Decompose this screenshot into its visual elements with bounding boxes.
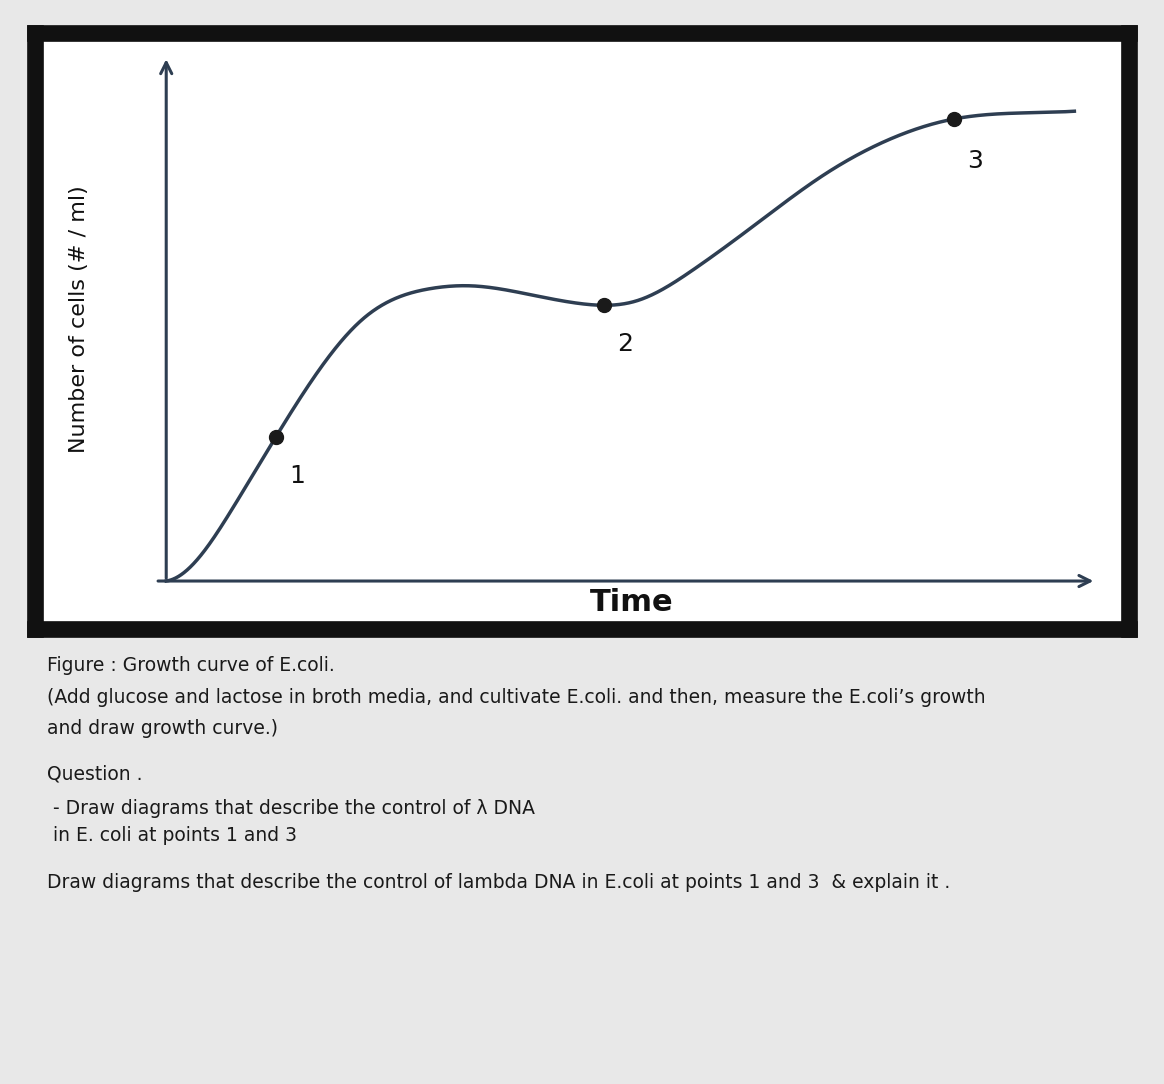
Text: Question .: Question .: [47, 764, 142, 784]
Text: Time: Time: [589, 588, 673, 617]
Text: in E. coli at points 1 and 3: in E. coli at points 1 and 3: [47, 826, 297, 846]
Text: Number of cells (# / ml): Number of cells (# / ml): [69, 184, 88, 453]
Text: Draw diagrams that describe the control of lambda DNA in E.coli at points 1 and : Draw diagrams that describe the control …: [47, 873, 950, 892]
Text: and draw growth curve.): and draw growth curve.): [47, 719, 277, 738]
Text: Figure : Growth curve of E.coli.: Figure : Growth curve of E.coli.: [47, 656, 334, 675]
Text: (Add glucose and lactose in broth media, and cultivate E.coli. and then, measure: (Add glucose and lactose in broth media,…: [47, 688, 985, 708]
Text: 3: 3: [967, 149, 984, 172]
Text: - Draw diagrams that describe the control of λ DNA: - Draw diagrams that describe the contro…: [47, 799, 534, 818]
Text: 2: 2: [617, 332, 633, 357]
Text: 1: 1: [289, 464, 305, 488]
